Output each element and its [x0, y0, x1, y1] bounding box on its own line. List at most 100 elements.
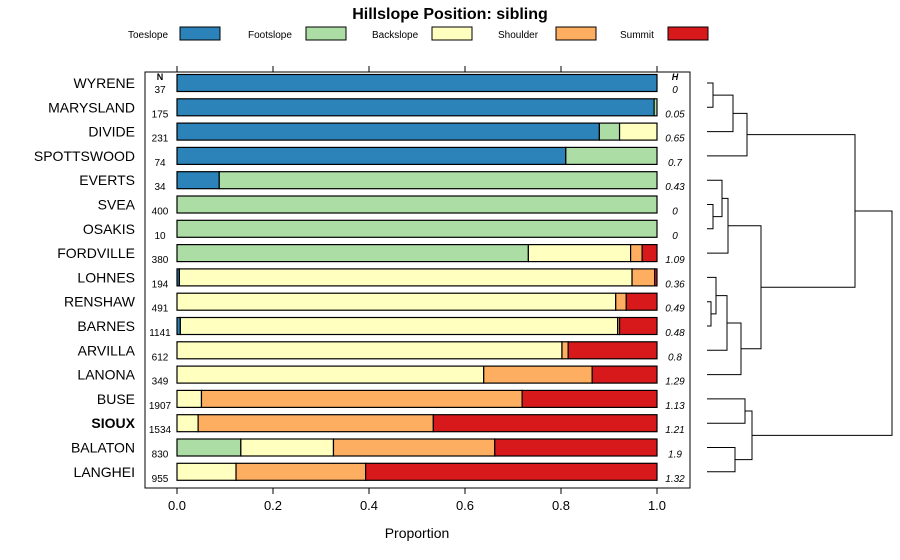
legend-swatch-footslope — [305, 26, 347, 41]
bar-row-divide — [176, 122, 658, 141]
bar-segment-summit — [641, 244, 658, 263]
x-tick-label: 1.0 — [648, 498, 666, 513]
dendrogram-branch — [752, 210, 893, 436]
bar-row-arvilla — [176, 341, 658, 360]
h-value: 1.13 — [665, 401, 685, 412]
bar-segment-backslope — [240, 438, 335, 457]
bar-row-marysland — [176, 98, 658, 117]
n-value: 74 — [154, 158, 166, 169]
h-value: 1.29 — [665, 377, 685, 388]
row-label: LOHNES — [77, 269, 135, 285]
bar-row-fordville — [176, 244, 658, 263]
bar-row-svea — [176, 195, 658, 214]
h-header: H — [672, 72, 679, 82]
bar-segment-shoulder — [483, 365, 593, 384]
n-value: 1534 — [149, 425, 172, 436]
h-value: 1.9 — [668, 450, 682, 461]
n-value: 10 — [154, 231, 166, 242]
bar-segment-footslope — [176, 219, 658, 238]
dendrogram-branch — [707, 112, 748, 157]
bar-segment-footslope — [176, 438, 242, 457]
legend-swatch-backslope — [431, 26, 473, 41]
bar-segment-backslope — [176, 341, 563, 360]
row-label: DIVIDE — [88, 124, 135, 140]
bar-segment-shoulder — [629, 244, 643, 263]
bar-segment-shoulder — [561, 341, 569, 360]
dendrogram-branch — [707, 82, 714, 108]
bar-row-everts — [176, 171, 658, 190]
row-label: ARVILLA — [78, 342, 136, 358]
h-value: 1.21 — [665, 425, 684, 436]
legend-swatch-shoulder — [555, 26, 597, 41]
bar-row-wyrene — [176, 73, 658, 93]
dendrogram-branch — [707, 179, 723, 218]
n-value: 1907 — [149, 401, 172, 412]
legend-swatch-toeslope — [179, 26, 221, 41]
bar-row-balaton — [176, 438, 658, 457]
dendrogram-branch — [735, 410, 753, 461]
row-label: SVEA — [98, 197, 136, 213]
n-value: 1141 — [149, 328, 171, 339]
bar-row-renshaw — [176, 292, 658, 311]
dendrogram — [707, 82, 893, 473]
h-value: 1.32 — [665, 474, 685, 485]
bar-segment-summit — [365, 462, 658, 481]
bar-row-lohnes — [176, 268, 658, 287]
chart-title: Hillslope Position: sibling — [352, 6, 548, 23]
bar-segment-toeslope — [176, 73, 658, 93]
row-label: BARNES — [77, 318, 135, 334]
row-label: WYRENE — [74, 75, 135, 91]
row-labels: WYRENE MARYSLAND DIVIDE SPOTTSWOOD EVERTS SVE… — [34, 75, 136, 480]
dendrogram-branch — [707, 295, 728, 351]
bar-segment-shoulder — [197, 414, 434, 433]
x-tick-label: 0.6 — [456, 498, 474, 513]
h-value: 0.8 — [668, 352, 682, 363]
dendrogram-branch — [707, 197, 729, 254]
dendrogram-branch — [707, 204, 714, 230]
n-value: 231 — [152, 134, 169, 145]
bar-segment-summit — [432, 414, 658, 433]
n-value: 349 — [152, 377, 169, 388]
bar-segment-toeslope — [176, 122, 600, 141]
h-value: 0.7 — [668, 158, 682, 169]
bar-segment-backslope — [176, 292, 617, 311]
n-value: 400 — [152, 207, 169, 218]
h-value: 0 — [672, 85, 678, 96]
row-label: LANONA — [77, 367, 135, 383]
bar-segment-footslope — [176, 244, 529, 263]
n-value: 37 — [154, 85, 166, 96]
legend-label-footslope: Footslope — [248, 30, 292, 41]
bars — [176, 73, 658, 481]
panel-border — [144, 71, 691, 489]
h-value: 0.36 — [665, 279, 685, 290]
bar-row-spottswood — [176, 146, 658, 165]
bar-segment-footslope — [598, 122, 621, 141]
legend-label-toeslope: Toeslope — [128, 30, 168, 41]
x-tick-label: 0.8 — [552, 498, 570, 513]
row-label: LANGHEI — [74, 464, 135, 480]
h-value: 0 — [672, 231, 678, 242]
n-value: 34 — [154, 182, 166, 193]
legend-label-shoulder: Shoulder — [498, 30, 539, 41]
dendrogram-branch — [707, 322, 742, 376]
bar-segment-summit — [653, 268, 658, 287]
dendrogram-branch — [747, 134, 856, 288]
bar-row-sioux — [176, 414, 658, 433]
bar-segment-toeslope — [176, 146, 567, 165]
row-label: OSAKIS — [83, 221, 135, 237]
bar-segment-summit — [591, 365, 658, 384]
bar-segment-summit — [494, 438, 658, 457]
n-value: 175 — [152, 109, 169, 120]
n-value: 491 — [152, 304, 169, 315]
bar-row-langhei — [176, 462, 658, 481]
bar-segment-backslope — [178, 268, 633, 287]
legend-label-summit: Summit — [620, 30, 654, 41]
bar-segment-shoulder — [631, 268, 656, 287]
n-value: 380 — [152, 255, 169, 266]
n-value: 830 — [152, 450, 169, 461]
bar-segment-footslope — [653, 98, 658, 117]
bar-segment-summit — [521, 389, 658, 408]
bar-segment-footslope — [218, 171, 658, 190]
bar-segment-backslope — [176, 389, 203, 408]
